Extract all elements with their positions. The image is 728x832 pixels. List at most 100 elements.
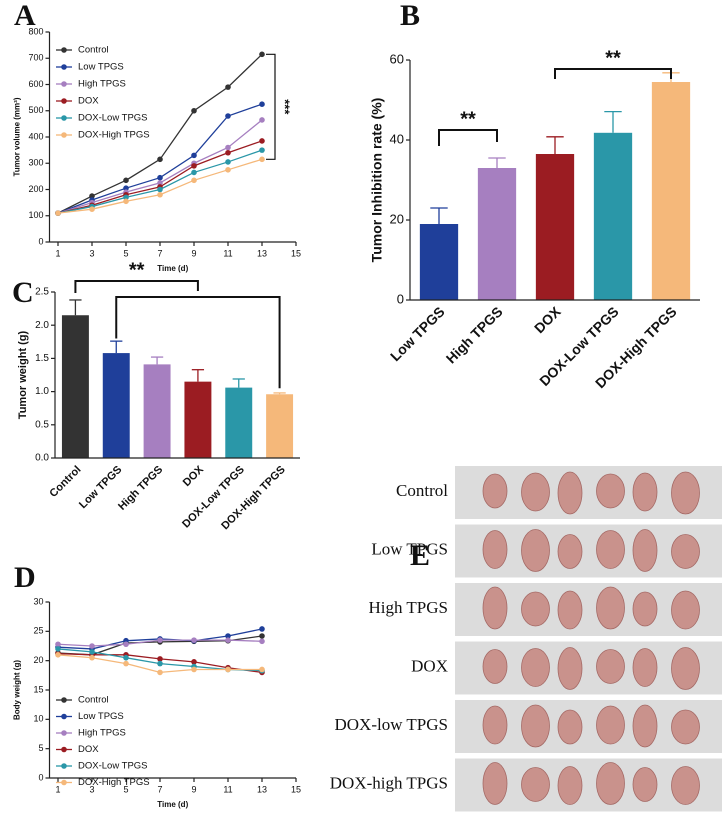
tumor-photo — [521, 648, 550, 687]
data-point — [157, 156, 163, 163]
data-point — [157, 637, 163, 643]
x-tick-label: 5 — [123, 784, 128, 794]
data-point — [89, 649, 95, 655]
significance-bracket — [438, 129, 498, 146]
bar — [266, 394, 294, 458]
data-point — [191, 177, 197, 184]
photo-row-label: Control — [396, 481, 448, 500]
legend-marker — [61, 779, 67, 786]
y-tick-label: 2.0 — [35, 320, 49, 331]
significance-bracket — [266, 53, 276, 160]
tumor-photo — [671, 766, 700, 805]
tumor-photo — [596, 586, 625, 630]
y-tick-label: 20 — [390, 211, 404, 226]
tumor-photo — [557, 590, 583, 630]
tumor-photo — [482, 473, 508, 509]
x-tick-label: 13 — [257, 248, 267, 258]
tumor-photo — [482, 649, 508, 684]
bar — [102, 353, 130, 458]
bar — [143, 364, 171, 458]
y-tick-label: 800 — [28, 26, 43, 36]
legend-marker — [61, 746, 67, 753]
data-point — [89, 643, 95, 649]
y-tick-label: 100 — [28, 210, 43, 220]
data-point — [157, 660, 163, 667]
tumor-photo — [632, 591, 658, 627]
y-axis-label: Tumor weight (g) — [17, 330, 29, 419]
tumor-photo — [596, 649, 625, 684]
x-tick-label: 11 — [223, 248, 232, 258]
data-point — [225, 113, 231, 119]
data-point — [259, 633, 265, 639]
legend-marker — [61, 64, 67, 70]
legend-marker — [61, 47, 67, 53]
y-tick-label: 1.5 — [35, 353, 49, 364]
data-point — [157, 180, 163, 186]
y-tick-label: 10 — [33, 714, 43, 724]
x-tick-label: DOX — [181, 463, 207, 489]
data-point — [157, 174, 163, 181]
data-point — [157, 669, 163, 676]
tumor-photo — [521, 472, 550, 512]
tumor-photo — [557, 647, 583, 690]
y-tick-label: 40 — [390, 131, 404, 146]
y-tick-label: 30 — [33, 596, 43, 606]
legend-label: Control — [78, 695, 109, 706]
x-tick-label: 9 — [191, 784, 196, 794]
data-point — [259, 117, 265, 123]
x-tick-label: Control — [47, 464, 83, 500]
data-point — [123, 198, 129, 205]
data-point — [191, 163, 197, 169]
tumor-photo — [521, 591, 550, 627]
legend-label: DOX — [78, 96, 99, 107]
legend-label: High TPGS — [78, 728, 126, 739]
bar — [61, 315, 89, 458]
photo-row-label: DOX — [411, 656, 448, 675]
x-axis-label: Time (d) — [157, 264, 188, 273]
photo-row-label: DOX-low TPGS — [334, 715, 448, 734]
x-tick-label: 7 — [157, 248, 162, 258]
tumor-photo — [671, 647, 700, 690]
legend-marker — [61, 115, 67, 121]
bar — [477, 168, 517, 300]
legend-marker — [61, 132, 67, 138]
data-point — [55, 652, 61, 658]
data-point — [225, 149, 231, 156]
legend-label: Low TPGS — [78, 711, 124, 722]
bar — [419, 224, 459, 300]
x-tick-label: 9 — [191, 248, 196, 258]
tumor-photo — [671, 709, 700, 745]
tumor-photo — [557, 471, 583, 515]
tumor-photo — [482, 586, 508, 630]
photo-row-label: Low TPGS — [371, 539, 448, 558]
data-point — [259, 51, 265, 58]
legend-label: DOX-High TPGS — [78, 777, 150, 788]
tumor-photo — [557, 766, 583, 805]
data-point — [89, 206, 95, 212]
annotation: ** — [605, 47, 621, 69]
y-axis-label: Tumor volume (mm³) — [13, 97, 22, 176]
tumor-photo — [632, 648, 658, 687]
y-tick-label: 20 — [33, 655, 43, 665]
significance-bracket — [115, 296, 281, 389]
data-point — [123, 654, 129, 661]
legend-label: DOX-Low TPGS — [78, 113, 148, 124]
bar — [593, 132, 633, 300]
y-tick-label: 500 — [28, 105, 43, 115]
bar — [535, 154, 575, 300]
data-point — [123, 641, 129, 648]
tumor-photo — [671, 471, 700, 515]
tumor-photo — [671, 534, 700, 569]
tumor-photo — [557, 534, 583, 569]
data-point — [157, 186, 163, 193]
y-tick-label: 400 — [28, 131, 43, 141]
photo-row-label: High TPGS — [368, 598, 448, 617]
tumor-photo — [482, 762, 508, 805]
y-tick-label: 0 — [38, 236, 43, 246]
tumor-photo — [632, 529, 658, 572]
data-point — [157, 656, 163, 662]
data-point — [259, 147, 265, 153]
data-point — [55, 210, 61, 216]
tumor-photo — [632, 767, 658, 802]
